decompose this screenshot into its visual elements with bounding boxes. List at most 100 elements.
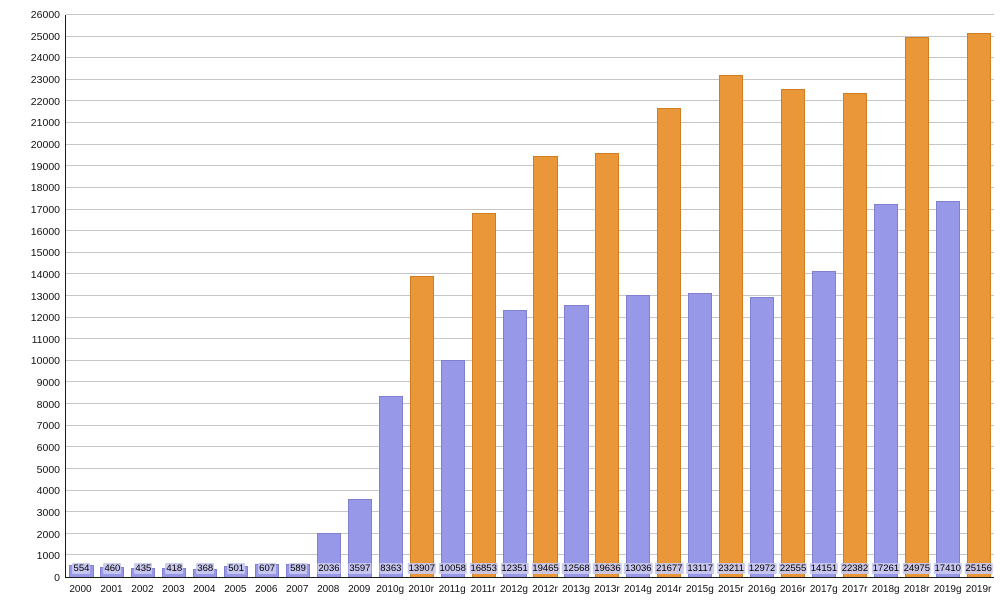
y-tick-label: 8000 bbox=[36, 398, 60, 411]
bar-slot: 501 bbox=[221, 15, 252, 577]
bar bbox=[842, 93, 867, 577]
x-axis-label: 2014r bbox=[656, 584, 682, 595]
bar bbox=[935, 200, 960, 577]
gridline bbox=[66, 554, 994, 556]
x-axis-label: 2019r bbox=[965, 584, 992, 595]
bar-slot: 21677 bbox=[654, 15, 685, 577]
x-axis-label: 2014g bbox=[624, 584, 652, 595]
bar bbox=[688, 293, 713, 577]
gridline bbox=[66, 143, 994, 145]
bar bbox=[471, 212, 496, 577]
bar-slot: 435 bbox=[128, 15, 159, 577]
x-axis-label: 2017g bbox=[809, 584, 838, 595]
y-tick-label: 18000 bbox=[30, 182, 60, 195]
bar-value-label: 10058 bbox=[438, 563, 467, 574]
y-tick-label: 14000 bbox=[30, 268, 60, 281]
bar-value-label: 17410 bbox=[933, 563, 962, 574]
gridline bbox=[66, 35, 994, 37]
gridline bbox=[66, 381, 994, 383]
bar-value-label: 25156 bbox=[964, 563, 993, 574]
gridline bbox=[66, 467, 994, 469]
bar bbox=[533, 156, 558, 577]
x-axis-label: 2017r bbox=[841, 584, 868, 595]
y-tick-label: 25000 bbox=[30, 30, 60, 43]
bar-slot: 25156 bbox=[963, 15, 994, 577]
bar-slot: 22382 bbox=[839, 15, 870, 577]
bar bbox=[719, 75, 744, 577]
bar-slot: 17410 bbox=[932, 15, 963, 577]
gridline bbox=[66, 511, 994, 513]
gridline bbox=[66, 446, 994, 448]
x-axis-label: 2011r bbox=[470, 584, 496, 595]
y-tick-label: 15000 bbox=[30, 247, 60, 260]
gridline bbox=[66, 403, 994, 405]
x-axis-label: 2009 bbox=[348, 584, 371, 595]
y-tick-label: 21000 bbox=[30, 117, 60, 130]
bar-slot: 368 bbox=[190, 15, 221, 577]
bar bbox=[626, 295, 651, 577]
x-axis-label: 2018g bbox=[871, 584, 900, 595]
x-axis-label: 2013g bbox=[562, 584, 590, 595]
bar-slot: 12568 bbox=[561, 15, 592, 577]
y-tick-label: 3000 bbox=[36, 507, 60, 520]
bar bbox=[378, 396, 403, 577]
bar-slot: 14151 bbox=[809, 15, 840, 577]
bar-value-label: 460 bbox=[103, 563, 122, 574]
x-axis-label: 2005 bbox=[224, 584, 247, 595]
bar-value-label: 12351 bbox=[500, 563, 529, 574]
x-axis-labels: 2000 2001 2002 2003 2004 2005 2006 2007 2008 2009… bbox=[65, 580, 994, 600]
x-axis-label: 2015r bbox=[718, 584, 744, 595]
y-tick-label: 0 bbox=[54, 572, 60, 584]
bar-value-label: 435 bbox=[134, 563, 153, 574]
bar-slot: 418 bbox=[159, 15, 190, 577]
y-tick-label: 5000 bbox=[36, 463, 60, 476]
y-tick-label: 20000 bbox=[30, 138, 60, 151]
bar-value-label: 3597 bbox=[348, 563, 372, 574]
bar-value-label: 607 bbox=[258, 563, 277, 574]
gridline bbox=[66, 14, 994, 15]
bar bbox=[904, 37, 929, 577]
gridline bbox=[66, 100, 994, 102]
gridline bbox=[66, 208, 994, 210]
x-axis-label: 2010g bbox=[376, 584, 405, 595]
bar bbox=[409, 276, 434, 577]
x-axis-label: 2002 bbox=[131, 584, 154, 595]
bar bbox=[502, 310, 527, 577]
gridline bbox=[66, 273, 994, 275]
gridline bbox=[66, 295, 994, 296]
y-tick-label: 2000 bbox=[36, 528, 60, 541]
bar-slot: 13117 bbox=[685, 15, 716, 577]
y-tick-label: 22000 bbox=[30, 95, 60, 108]
gridline bbox=[66, 78, 994, 80]
bar-slot: 589 bbox=[283, 15, 314, 577]
bar-slot: 460 bbox=[97, 15, 128, 577]
bar-value-label: 501 bbox=[227, 563, 246, 574]
x-axis-label: 2008 bbox=[317, 584, 340, 595]
y-tick-label: 16000 bbox=[30, 225, 60, 238]
x-axis-label: 2000 bbox=[69, 584, 92, 595]
bar-slot: 3597 bbox=[344, 15, 375, 577]
bar-value-label: 24975 bbox=[902, 563, 931, 574]
bar-value-label: 368 bbox=[196, 563, 215, 574]
gridline bbox=[66, 230, 994, 232]
x-axis-label: 2012r bbox=[532, 584, 558, 595]
x-axis-label: 2016r bbox=[779, 584, 806, 595]
bar-slot: 24975 bbox=[901, 15, 932, 577]
y-tick-label: 10000 bbox=[30, 355, 60, 368]
x-axis-label: 2019g bbox=[933, 584, 962, 595]
x-axis-label: 2004 bbox=[193, 584, 216, 595]
bar-slot: 554 bbox=[66, 15, 97, 577]
bar-value-label: 418 bbox=[165, 563, 184, 574]
x-axis-label: 2016g bbox=[747, 584, 776, 595]
gridline bbox=[66, 359, 994, 361]
bar bbox=[750, 296, 775, 577]
bar-slot: 13907 bbox=[406, 15, 437, 577]
gridline bbox=[66, 57, 994, 59]
gridline bbox=[66, 489, 994, 491]
y-tick-label: 26000 bbox=[30, 9, 60, 21]
bar-slot: 19465 bbox=[530, 15, 561, 577]
y-tick-label: 12000 bbox=[30, 312, 60, 325]
plot-area: 554 460 435 418 368 501 607 589 2036 3597 8363 1390… bbox=[65, 14, 994, 578]
x-axis-label: 2006 bbox=[255, 584, 278, 595]
